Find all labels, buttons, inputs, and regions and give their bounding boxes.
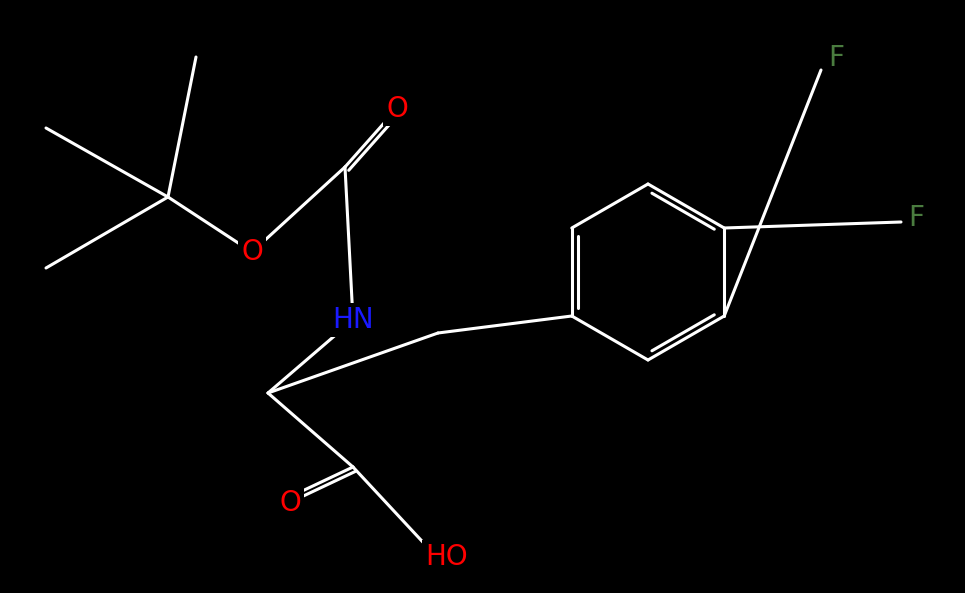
Text: HN: HN <box>332 306 373 334</box>
Text: HO: HO <box>426 543 468 571</box>
Text: O: O <box>279 489 301 517</box>
Text: O: O <box>241 238 262 266</box>
Text: F: F <box>828 44 844 72</box>
Text: O: O <box>386 95 408 123</box>
Text: F: F <box>908 204 924 232</box>
